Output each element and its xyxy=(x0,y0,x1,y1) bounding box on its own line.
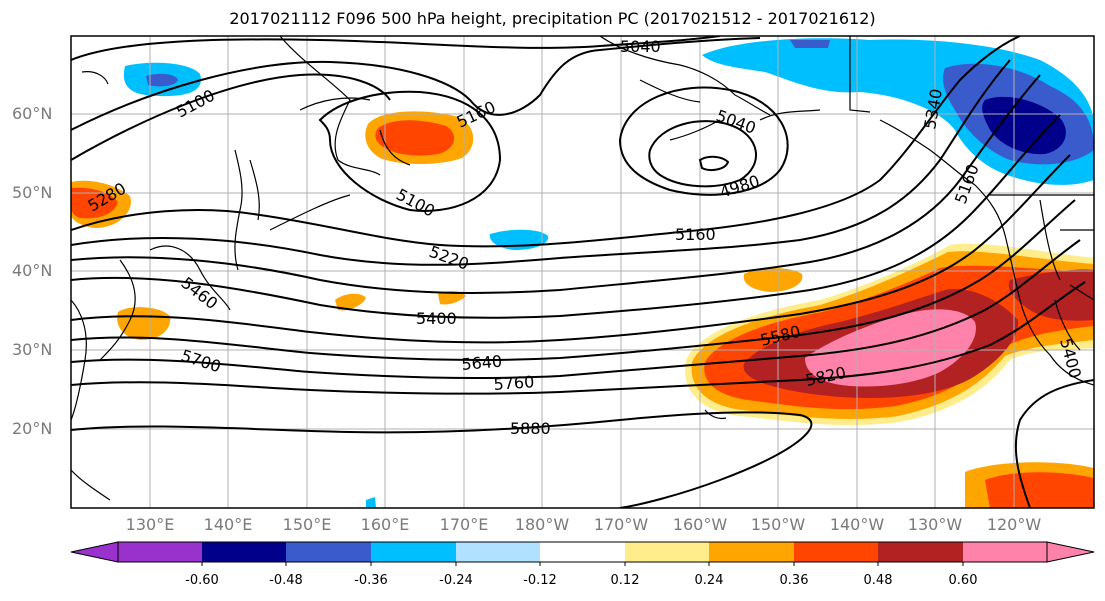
colorbar-extend-right xyxy=(1046,541,1095,563)
lon-label: 140°W xyxy=(829,515,885,534)
contour-label: 5400 xyxy=(416,309,457,328)
lon-label: 150°E xyxy=(282,515,332,534)
colorbar-tick-label: 0.36 xyxy=(779,573,809,588)
precip-pos-se-red xyxy=(985,472,1094,508)
map-frame xyxy=(70,35,1095,509)
lon-label: 140°E xyxy=(203,515,253,534)
precip-pos-band-pink xyxy=(805,309,976,387)
precip-pos-westcoast-red xyxy=(1008,269,1094,321)
colorbar-segment xyxy=(456,542,540,562)
precip-pos-blob1 xyxy=(335,293,366,311)
precip-neg-alaska-max xyxy=(982,96,1066,155)
colorbar-segment xyxy=(963,542,1047,562)
precip-neg-kamchatka-core xyxy=(146,73,178,87)
colorbar-segment xyxy=(794,542,878,562)
colorbar-segment xyxy=(286,542,371,562)
lat-label: 50°N xyxy=(12,183,53,202)
lon-label: 170°E xyxy=(439,515,489,534)
contour-label: 5760 xyxy=(493,372,535,394)
lon-label: 150°W xyxy=(750,515,806,534)
colorbar-tick-label: 0.24 xyxy=(694,573,724,588)
colorbar-segment xyxy=(878,542,963,562)
lat-label: 20°N xyxy=(12,419,53,438)
precip-positive-shading xyxy=(71,111,1094,508)
lon-label: 170°W xyxy=(593,515,649,534)
precip-negative-shading xyxy=(123,38,1094,508)
contour-label: 5880 xyxy=(510,419,551,438)
colorbar-tick-label: -0.24 xyxy=(439,573,473,588)
lat-label: 30°N xyxy=(12,340,53,359)
precip-neg-small xyxy=(366,497,376,508)
colorbar-tick-label: -0.12 xyxy=(523,573,557,588)
lat-label: 40°N xyxy=(12,261,53,280)
colorbar-tick-label: 0.48 xyxy=(863,573,893,588)
lon-label: 120°W xyxy=(986,515,1042,534)
lon-label: 160°E xyxy=(360,515,410,534)
colorbar-tick-label: -0.36 xyxy=(354,573,388,588)
precip-pos-bering-red xyxy=(375,120,455,156)
chart-title: 2017021112 F096 500 hPa height, precipit… xyxy=(229,9,876,28)
colorbar-extend-left xyxy=(70,541,119,563)
lon-label: 130°E xyxy=(125,515,175,534)
colorbar-tick-label: -0.60 xyxy=(185,573,219,588)
colorbar-outline xyxy=(117,541,1048,563)
colorbar-tick-label: -0.48 xyxy=(269,573,303,588)
colorbar-segment xyxy=(709,542,794,562)
height-contours xyxy=(71,36,1094,508)
colorbar xyxy=(70,541,1095,566)
colorbar-tick-label: 0.12 xyxy=(610,573,640,588)
lon-label: 160°W xyxy=(672,515,728,534)
colorbar-segment xyxy=(202,542,286,562)
colorbar-segment xyxy=(118,542,202,562)
colorbar-segment xyxy=(625,542,709,562)
precip-neg-gulf-small xyxy=(790,40,830,48)
lon-label: 130°W xyxy=(907,515,963,534)
colorbar-tick-label: 0.60 xyxy=(948,573,978,588)
precip-pos-blob2 xyxy=(438,291,466,305)
contour-label: 5640 xyxy=(461,352,503,374)
lat-label: 60°N xyxy=(12,104,53,123)
colorbar-segment xyxy=(371,542,456,562)
contour-label: 5160 xyxy=(675,225,716,244)
contour-label: 5040 xyxy=(620,37,661,56)
colorbar-segment xyxy=(540,542,625,562)
precip-pos-blob3 xyxy=(743,268,803,292)
lon-label: 180°W xyxy=(514,515,570,534)
precip-pos-west-red xyxy=(71,187,118,219)
